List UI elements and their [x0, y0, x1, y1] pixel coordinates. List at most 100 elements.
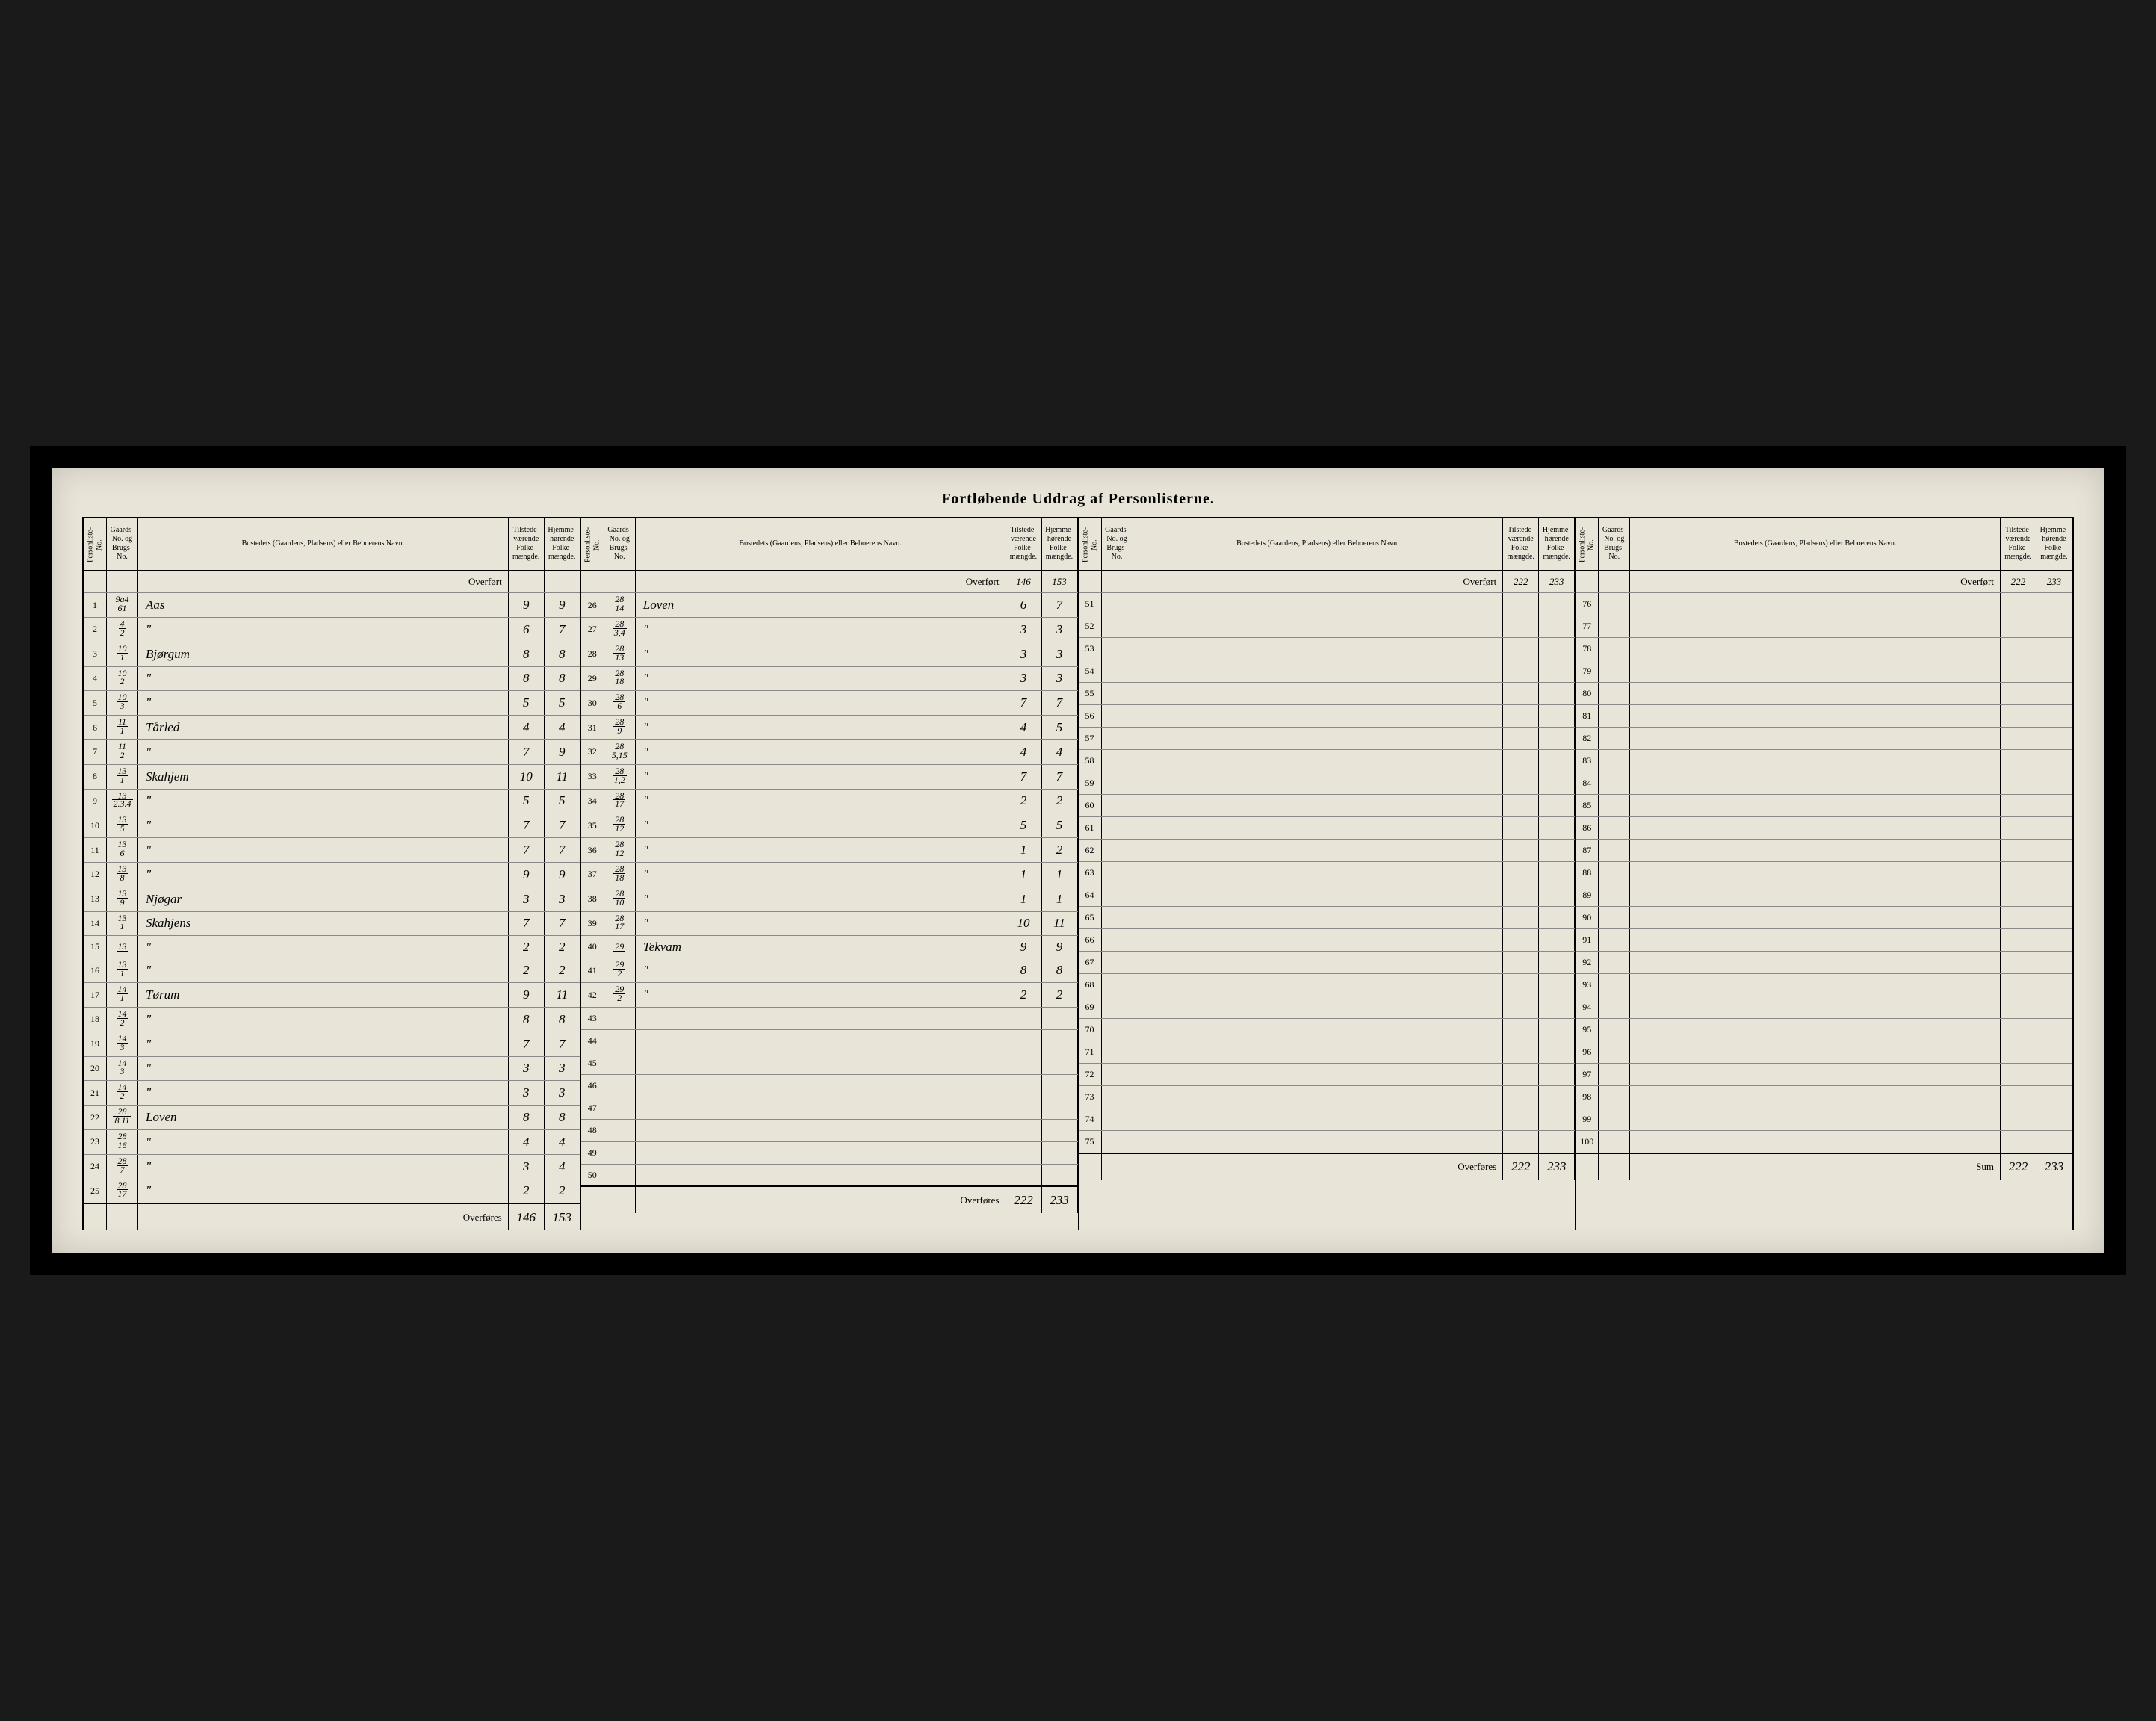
gaard-no — [1599, 1041, 1630, 1064]
tilstede-val — [2001, 705, 2036, 728]
tilstede-val: 2 — [508, 936, 544, 958]
bosted-name: " — [635, 716, 1006, 740]
tilstede-val: 3 — [508, 887, 544, 911]
gaard-no: 132.3.4 — [107, 789, 138, 813]
row-number: 43 — [581, 1007, 604, 1029]
row-number: 31 — [581, 716, 604, 740]
row-number: 18 — [84, 1007, 107, 1032]
hjemme-val: 3 — [1041, 666, 1077, 691]
row-number: 100 — [1576, 1131, 1599, 1153]
gaard-no — [1599, 907, 1630, 929]
tilstede-val — [2001, 683, 2036, 705]
gaard-no: 143 — [107, 1032, 138, 1056]
hjemme-val: 5 — [544, 691, 580, 716]
bosted-name — [1630, 1086, 2001, 1108]
table-row: 57 — [1079, 728, 1575, 750]
tilstede-val — [1503, 795, 1539, 817]
table-row: 62 — [1079, 840, 1575, 862]
bosted-name — [1630, 615, 2001, 638]
col-gaard: Gaards-No. og Brugs-No. — [604, 518, 635, 571]
table-row: 242"67 — [84, 617, 580, 642]
hjemme-val — [1539, 1086, 1575, 1108]
gaard-no — [604, 1029, 635, 1052]
col-hjemme: Hjemme-hørende Folke-mængde. — [1041, 518, 1077, 571]
table-row: 68 — [1079, 974, 1575, 996]
hjemme-val — [1539, 1041, 1575, 1064]
gaard-no — [1599, 728, 1630, 750]
ledger-block-2: Personliste-No.Gaards-No. og Brugs-No.Bo… — [580, 518, 1078, 1231]
table-row: 75 — [1079, 1131, 1575, 1153]
hjemme-val — [2036, 974, 2072, 996]
bosted-name: " — [635, 813, 1006, 838]
overfores-label: Sum — [1630, 1153, 2001, 1180]
row-number: 40 — [581, 936, 604, 958]
hjemme-val — [1539, 772, 1575, 795]
tilstede-val — [2001, 1064, 2036, 1086]
table-row: 86 — [1576, 817, 2072, 840]
gaard-no — [1101, 660, 1133, 683]
col-gaard: Gaards-No. og Brugs-No. — [1101, 518, 1133, 571]
row-number: 4 — [84, 666, 107, 691]
table-row: 66 — [1079, 929, 1575, 952]
row-number: 86 — [1576, 817, 1599, 840]
gaard-no — [1101, 929, 1133, 952]
row-number: 42 — [581, 983, 604, 1008]
tilstede-val — [1503, 1086, 1539, 1108]
carry-out-b: 233 — [1041, 1186, 1077, 1213]
bosted-name: " — [138, 813, 509, 838]
hjemme-val — [2036, 750, 2072, 772]
tilstede-val — [1006, 1029, 1041, 1052]
row-number: 82 — [1576, 728, 1599, 750]
gaard-no: 111 — [107, 716, 138, 740]
row-number: 1 — [84, 593, 107, 618]
tilstede-val: 9 — [508, 593, 544, 618]
hjemme-val — [1041, 1119, 1077, 1141]
table-row: 79 — [1576, 660, 2072, 683]
tilstede-val — [1503, 862, 1539, 884]
col-tilstede: Tilstede-værende Folke-mængde. — [1006, 518, 1041, 571]
bosted-name — [635, 1164, 1006, 1186]
gaard-no: 131 — [107, 764, 138, 789]
photo-frame: Fortløbende Uddrag af Personlisterne. Pe… — [30, 446, 2126, 1276]
tilstede-val: 4 — [508, 716, 544, 740]
bosted-name — [1630, 705, 2001, 728]
gaard-no: 2818 — [604, 666, 635, 691]
gaard-no: 141 — [107, 983, 138, 1008]
row-number: 73 — [1079, 1086, 1102, 1108]
gaard-no — [1599, 638, 1630, 660]
table-row: 10135"77 — [84, 813, 580, 838]
tilstede-val — [2001, 1108, 2036, 1131]
row-number: 7 — [84, 739, 107, 764]
gaard-no: 112 — [107, 739, 138, 764]
bosted-name — [1630, 728, 2001, 750]
table-row: 21142"33 — [84, 1081, 580, 1106]
gaard-no — [1599, 1131, 1630, 1153]
hjemme-val — [2036, 862, 2072, 884]
overfort-label: Overført — [1133, 571, 1503, 593]
tilstede-val — [1006, 1141, 1041, 1164]
carry-in-a: 222 — [2001, 571, 2036, 593]
tilstede-val — [1503, 817, 1539, 840]
col-bosted: Bostedets (Gaardens, Pladsens) eller Beb… — [1630, 518, 2001, 571]
row-number: 66 — [1079, 929, 1102, 952]
row-number: 54 — [1079, 660, 1102, 683]
row-number: 21 — [84, 1081, 107, 1106]
hjemme-val: 2 — [1041, 789, 1077, 813]
row-number: 69 — [1079, 996, 1102, 1019]
carry-in-b: 233 — [2036, 571, 2072, 593]
tilstede-val — [2001, 996, 2036, 1019]
tilstede-val — [2001, 1041, 2036, 1064]
table-row: 63 — [1079, 862, 1575, 884]
tilstede-val: 4 — [1006, 739, 1041, 764]
gaard-no — [1101, 974, 1133, 996]
table-row: 69 — [1079, 996, 1575, 1019]
hjemme-val: 4 — [1041, 739, 1077, 764]
row-number: 75 — [1079, 1131, 1102, 1153]
row-number: 98 — [1576, 1086, 1599, 1108]
table-row: 90 — [1576, 907, 2072, 929]
tilstede-val — [1503, 974, 1539, 996]
gaard-no: 9a461 — [107, 593, 138, 618]
bosted-name — [1133, 615, 1503, 638]
row-number: 67 — [1079, 952, 1102, 974]
carry-out-b: 233 — [1539, 1153, 1575, 1180]
